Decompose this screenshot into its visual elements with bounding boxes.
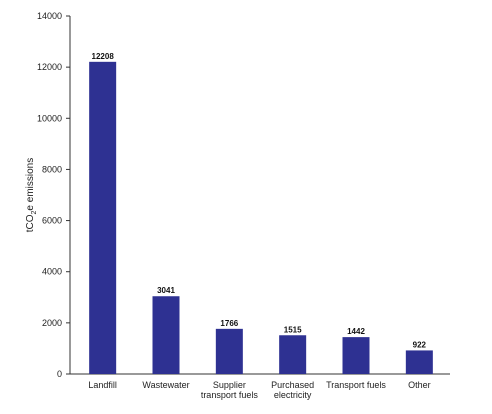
bar-data-label: 922 <box>413 340 427 349</box>
bar-data-label: 12208 <box>92 52 115 61</box>
x-category-label-line: Transport fuels <box>326 380 386 390</box>
bar <box>279 335 307 374</box>
y-tick-label: 4000 <box>42 267 62 277</box>
x-category-label-line: Landfill <box>88 380 117 390</box>
x-category-label: Wastewater <box>142 380 189 390</box>
x-category-label: Transport fuels <box>326 380 386 390</box>
bar-data-label: 3041 <box>157 286 175 295</box>
y-tick-label: 8000 <box>42 164 62 174</box>
x-category-label-line: Other <box>408 380 431 390</box>
bar-data-label: 1766 <box>220 319 238 328</box>
x-category-label: Landfill <box>88 380 117 390</box>
x-category-label-line: Wastewater <box>142 380 189 390</box>
bar-data-label: 1515 <box>284 325 302 334</box>
x-category-label: Other <box>408 380 431 390</box>
y-axis-title: tCO2e emissions <box>25 158 38 233</box>
x-category-label: Purchased electricity <box>271 380 314 400</box>
y-axis-title-main: tCO <box>25 214 36 232</box>
y-tick-label: 10000 <box>37 113 62 123</box>
y-tick-label: 0 <box>57 369 62 379</box>
y-tick-label: 6000 <box>42 216 62 226</box>
x-category-label: Supplier transport fuels <box>201 380 259 400</box>
y-tick-label: 12000 <box>37 62 62 72</box>
y-axis-ticks: 0 2000 4000 6000 8000 10000 12000 14000 <box>37 11 70 379</box>
x-category-label-line: Purchased <box>271 380 314 390</box>
x-category-label-line: transport fuels <box>201 390 259 400</box>
bar <box>89 61 117 374</box>
bars: 12208 3041 1766 1515 1442 922 <box>89 52 433 374</box>
bar <box>215 328 243 374</box>
bar <box>152 296 180 374</box>
x-category-label-line: Supplier <box>213 380 246 390</box>
x-axis-labels: Landfill Wastewater Supplier transport fuel… <box>88 380 430 400</box>
bar-data-label: 1442 <box>347 327 365 336</box>
y-axis-title-subscript: 2 <box>31 210 38 214</box>
axes <box>69 16 450 375</box>
bar <box>342 337 370 374</box>
y-tick-label: 14000 <box>37 11 62 21</box>
y-axis-title-suffix: e emissions <box>25 158 36 211</box>
y-tick-label: 2000 <box>42 318 62 328</box>
bar <box>405 350 433 374</box>
x-category-label-line: electricity <box>274 390 312 400</box>
